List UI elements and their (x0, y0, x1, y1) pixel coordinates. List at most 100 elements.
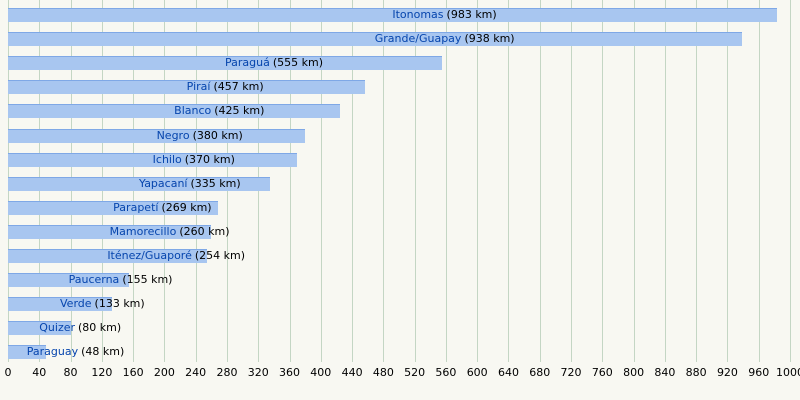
x-tick-label: 640 (497, 366, 519, 379)
bar-label: Quizer (80 km) (39, 321, 121, 335)
x-axis: 0 40 80 120 160 200 240 280 320 360 400 440 480 520 56… (0, 366, 800, 382)
bar-row: Verde (133 km) (0, 297, 800, 321)
x-tick-label: 560 (435, 366, 457, 379)
x-tick-label: 40 (32, 366, 47, 379)
gridline (477, 0, 479, 362)
bar (8, 8, 777, 22)
x-tick-label: 160 (122, 366, 144, 379)
bar-label: Parapetí (269 km) (113, 201, 211, 215)
river-name-link[interactable]: Negro (156, 128, 190, 142)
x-tick-label: 880 (685, 366, 707, 379)
x-tick-label: 120 (91, 366, 113, 379)
x-tick-label: 760 (591, 366, 613, 379)
river-length-text: (380 km) (192, 128, 243, 142)
bar (8, 273, 130, 288)
plot-area: Itonomas (983 km) Grande/Guapay (938 km) Par… (0, 0, 800, 362)
river-name-link[interactable]: Piraí (186, 80, 211, 94)
bar-row: Itonomas (983 km) (0, 8, 800, 32)
bar-label: Ichilo (370 km) (153, 153, 235, 167)
river-length-text: (269 km) (161, 200, 212, 214)
gridline (320, 0, 322, 362)
river-length-text: (335 km) (190, 176, 241, 190)
river-length-text: (938 km) (464, 32, 515, 46)
x-tick-label: 680 (529, 366, 551, 379)
river-length-text: (80 km) (78, 321, 122, 335)
x-tick-label: 960 (748, 366, 770, 379)
river-length-text: (155 km) (122, 273, 173, 287)
bar (8, 152, 298, 167)
bar (8, 128, 306, 143)
bar (8, 32, 742, 47)
bar-label: Verde (133 km) (60, 297, 145, 311)
bar-row: Paucerna (155 km) (0, 273, 800, 297)
bar-row: Quizer (80 km) (0, 321, 800, 345)
gridline (383, 0, 385, 362)
river-name-link[interactable]: Paraguá (225, 56, 270, 70)
bar-row: Ichilo (370 km) (0, 152, 800, 177)
x-tick-label: 920 (716, 366, 738, 379)
bar-row: Paraguay (48 km) (0, 345, 800, 369)
gridline (289, 0, 291, 362)
river-name-link[interactable]: Paraguay (26, 345, 79, 359)
river-name-link[interactable]: Grande/Guapay (374, 32, 462, 46)
bar-label: Iténez/Guaporé (254 km) (107, 249, 245, 263)
bar-label: Blanco (425 km) (174, 104, 264, 118)
bar (8, 249, 207, 263)
x-tick-label: 1000 (776, 366, 800, 379)
river-name-link[interactable]: Yapacaní (138, 176, 188, 190)
x-tick-label: 240 (185, 366, 207, 379)
bar (8, 176, 270, 191)
river-length-text: (425 km) (214, 104, 265, 118)
river-name-link[interactable]: Mamorecillo (109, 224, 177, 238)
bar-row: Iténez/Guaporé (254 km) (0, 249, 800, 273)
river-length-text: (48 km) (81, 345, 125, 359)
river-length-text: (260 km) (179, 224, 230, 238)
gridline (602, 0, 604, 362)
x-tick-label: 280 (216, 366, 238, 379)
x-tick-label: 480 (372, 366, 394, 379)
gridline (571, 0, 573, 362)
x-tick-label: 200 (153, 366, 175, 379)
bar-label: Paucerna (155 km) (69, 273, 173, 287)
bar-label: Yapacaní (335 km) (139, 177, 241, 191)
river-length-text: (983 km) (446, 8, 497, 21)
gridline (539, 0, 541, 362)
river-name-link[interactable]: Iténez/Guaporé (107, 249, 192, 262)
river-length-text: (370 km) (184, 152, 235, 166)
x-tick-label: 520 (404, 366, 426, 379)
bar-row: Grande/Guapay (938 km) (0, 32, 800, 56)
bar-label: Mamorecillo (260 km) (110, 225, 230, 239)
river-name-link[interactable]: Quizer (39, 321, 76, 335)
bar (8, 297, 112, 312)
river-name-link[interactable]: Paucerna (68, 273, 120, 287)
x-tick-label: 400 (310, 366, 332, 379)
x-tick-label: 0 (4, 366, 12, 379)
bar-row: Mamorecillo (260 km) (0, 224, 800, 249)
river-name-link[interactable]: Blanco (174, 104, 212, 118)
bar (8, 345, 46, 360)
river-name-link[interactable]: Ichilo (152, 152, 182, 166)
gridline (790, 0, 791, 362)
river-length-text: (555 km) (272, 56, 324, 70)
bar (8, 104, 341, 119)
gridline (664, 0, 666, 362)
river-length-text: (133 km) (94, 297, 145, 311)
x-tick-label: 80 (63, 366, 78, 379)
gridline (633, 0, 635, 362)
river-name-link[interactable]: Parapetí (113, 200, 159, 214)
bar-label: Piraí (457 km) (187, 80, 264, 94)
bar-label: Paraguá (555 km) (225, 56, 323, 70)
x-tick-label: 720 (560, 366, 582, 379)
bar (8, 224, 212, 239)
bar (8, 200, 219, 215)
bar-row: Yapacaní (335 km) (0, 176, 800, 201)
river-name-link[interactable]: Verde (60, 297, 92, 311)
river-length-text: (457 km) (213, 80, 264, 94)
gridline (414, 0, 416, 362)
x-tick-label: 840 (654, 366, 676, 379)
x-tick-label: 360 (279, 366, 301, 379)
x-tick-label: 600 (466, 366, 488, 379)
river-name-link[interactable]: Itonomas (392, 8, 444, 21)
bar-label: Grande/Guapay (938 km) (375, 32, 515, 46)
gridline (758, 0, 760, 362)
